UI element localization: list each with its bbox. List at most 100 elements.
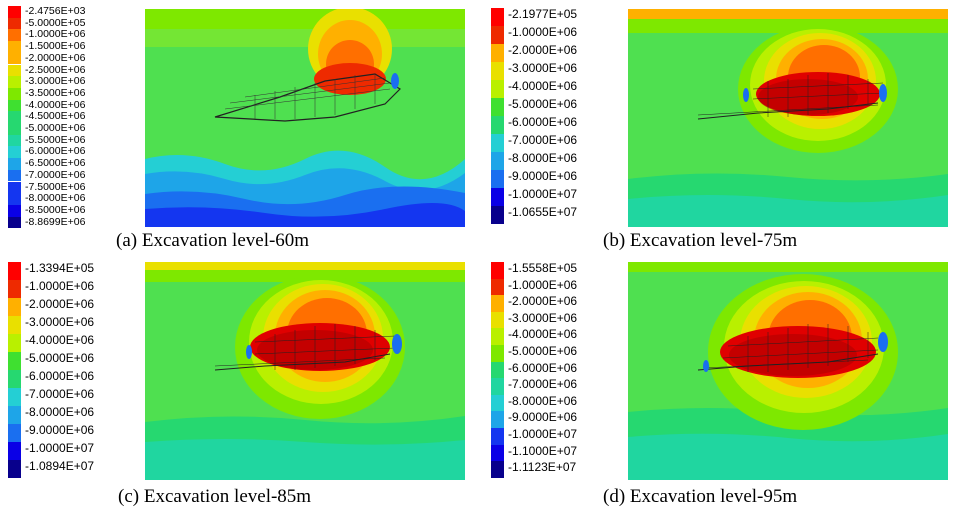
legend-swatch — [8, 146, 21, 159]
legend-swatch — [8, 29, 21, 42]
legend-swatch — [491, 295, 504, 312]
legend-row: -1.0000E+07 — [491, 187, 651, 206]
legend-row: -1.0000E+06 — [491, 278, 651, 296]
legend-swatch — [491, 262, 504, 279]
legend-row: -8.0000E+06 — [491, 393, 651, 412]
legend-label: -1.1000E+07 — [508, 443, 578, 458]
legend-row: -8.0000E+06 — [491, 151, 651, 170]
legend-row: -8.8699E+06 — [8, 216, 168, 229]
legend-label: -1.5000E+06 — [25, 40, 86, 53]
legend-swatch — [8, 17, 21, 30]
legend-swatch — [491, 188, 504, 206]
legend-row: -7.5000E+06 — [8, 181, 168, 194]
legend-label: -8.0000E+06 — [508, 393, 578, 408]
legend-swatch — [491, 461, 504, 478]
legend-row: -1.0000E+06 — [8, 28, 168, 42]
legend-row: -6.0000E+06 — [491, 115, 651, 134]
legend-swatch — [8, 64, 21, 77]
legend-row: -9.0000E+06 — [491, 169, 651, 188]
legend-swatch — [8, 193, 21, 205]
legend-row: -8.0000E+06 — [8, 405, 168, 424]
legend-swatch — [8, 334, 21, 352]
legend-row: -6.0000E+06 — [8, 369, 168, 388]
legend-label: -4.5000E+06 — [25, 110, 86, 123]
legend-row: -9.0000E+06 — [8, 423, 168, 442]
legend-swatch — [491, 311, 504, 329]
legend-row: -5.0000E+06 — [8, 122, 168, 135]
legend-label: -1.0000E+07 — [25, 441, 95, 455]
legend-swatch — [8, 352, 21, 370]
legend-label: -9.0000E+06 — [508, 410, 578, 425]
legend-swatch — [8, 280, 21, 298]
legend-row: -2.0000E+06 — [8, 297, 168, 316]
legend-label: -7.0000E+06 — [508, 377, 578, 392]
legend-row: -3.0000E+06 — [491, 311, 651, 329]
legend-label: -3.0000E+06 — [25, 75, 86, 88]
legend-row: -1.0655E+07 — [491, 205, 651, 224]
legend-row: -4.0000E+06 — [491, 327, 651, 345]
legend-row: -2.4756E+03 — [8, 5, 168, 18]
legend-row: -6.0000E+06 — [8, 145, 168, 159]
mesh-grid-d — [702, 324, 879, 372]
legend-label: -1.1123E+07 — [508, 460, 577, 475]
legend-swatch — [8, 111, 21, 123]
mesh-grid-a — [224, 75, 391, 119]
legend-label: -6.0000E+06 — [508, 115, 578, 129]
legend-row: -5.0000E+05 — [8, 17, 168, 30]
legend-row: -1.1123E+07 — [491, 460, 651, 478]
legend-row: -2.0000E+06 — [8, 52, 168, 65]
legend-swatch — [491, 98, 504, 116]
legend-label: -8.0000E+06 — [25, 192, 86, 205]
legend-swatch — [491, 411, 504, 428]
legend-row: -3.0000E+06 — [8, 315, 168, 334]
legend-row: -3.5000E+06 — [8, 87, 168, 100]
legend-swatch — [8, 316, 21, 334]
legend-swatch — [491, 361, 504, 379]
legend-swatch — [8, 52, 21, 65]
legend-row: -5.0000E+06 — [491, 344, 651, 362]
legend-label: -5.0000E+06 — [508, 344, 578, 358]
legend-row: -5.5000E+06 — [8, 133, 168, 147]
legend-row: -3.0000E+06 — [8, 75, 168, 88]
legend-swatch — [8, 388, 21, 406]
legend-swatch — [8, 6, 21, 18]
legend-swatch — [8, 460, 21, 478]
contour-svg-a — [145, 9, 465, 227]
legend-label: -7.0000E+06 — [508, 133, 578, 147]
legend-row: -4.5000E+06 — [8, 110, 168, 123]
legend-swatch — [491, 116, 504, 134]
legend-label: -1.3394E+05 — [25, 261, 95, 275]
legend-swatch — [491, 278, 504, 296]
contour-plot-b — [628, 9, 948, 227]
contour-plot-c — [145, 262, 465, 480]
legend-swatch — [8, 406, 21, 424]
legend-swatch — [8, 123, 21, 135]
legend-label: -5.0000E+06 — [508, 97, 578, 111]
legend-row: -2.5000E+06 — [8, 63, 168, 77]
legend-swatch — [491, 26, 504, 44]
legend-label: -7.0000E+06 — [25, 387, 95, 401]
legend-row: -4.0000E+06 — [8, 99, 168, 112]
legend-label: -5.5000E+06 — [25, 133, 86, 146]
legend-label: -1.5558E+05 — [508, 261, 578, 275]
legend-row: -7.0000E+06 — [8, 169, 168, 182]
legend-row: -4.0000E+06 — [491, 79, 651, 98]
legend-label: -2.5000E+06 — [25, 63, 86, 76]
legend-label: -8.5000E+06 — [25, 203, 86, 216]
legend-label: -2.4756E+03 — [25, 5, 86, 17]
legend-row: -2.0000E+06 — [491, 43, 651, 62]
legend-row: -1.5000E+06 — [8, 40, 168, 53]
legend-swatch — [491, 134, 504, 152]
legend-label: -1.0000E+06 — [25, 28, 86, 41]
legend-row: -1.5558E+05 — [491, 261, 651, 279]
legend-label: -2.0000E+06 — [25, 297, 95, 311]
caption-d: (d) Excavation level-95m — [603, 486, 798, 507]
legend-row: -1.0000E+06 — [491, 25, 651, 44]
legend-label: -6.0000E+06 — [25, 369, 95, 383]
legend-label: -8.0000E+06 — [25, 405, 95, 419]
legend-swatch — [491, 44, 504, 62]
legend-row: -8.5000E+06 — [8, 203, 168, 217]
legend-label: -1.0000E+07 — [508, 427, 578, 441]
legend-row: -6.0000E+06 — [491, 361, 651, 379]
legend-row: -6.5000E+06 — [8, 157, 168, 170]
